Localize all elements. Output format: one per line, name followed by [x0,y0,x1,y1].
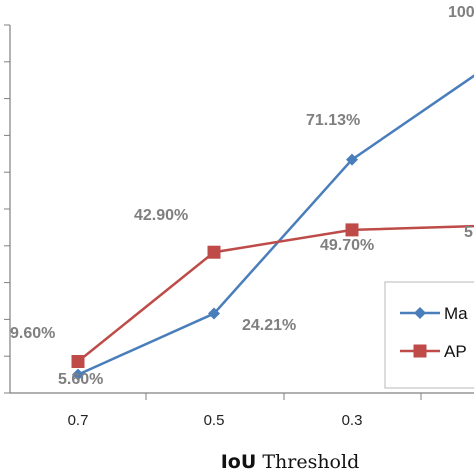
series-layer [71,74,474,381]
series-line-ma [77,74,474,376]
series-line-ap [77,224,474,363]
data-point-diamond [346,153,358,166]
axes [4,24,474,400]
data-label: 5 [464,224,473,241]
data-label: 71.13% [306,112,360,129]
x-axis-label-rest: Threshold [256,451,359,473]
legend-marker-diamond [414,307,426,319]
x-axis-label-bold: IoU [221,451,257,473]
data-label: 100% [448,4,474,21]
legend-marker-square [413,344,427,358]
data-point-diamond [72,368,84,381]
data-point-square [71,354,85,368]
data-point-square [207,245,221,259]
legend: Ma AP [384,281,474,389]
x-tick-label: 0.3 [342,412,363,429]
data-point-square [345,223,359,237]
data-label: 5.60% [58,371,103,388]
x-tick-labels: 0.70.50.30.1 [68,412,363,429]
x-tick-label: 0.5 [204,412,225,429]
legend-box [384,281,474,389]
legend-label: Ma [444,304,468,323]
data-label: 42.90% [134,207,188,224]
x-tick-label: 0.7 [68,412,89,429]
legend-label: AP [444,342,467,361]
data-label: 49.70% [320,237,374,254]
data-label: 24.21% [242,317,296,334]
x-axis-label: IoU Threshold [221,451,360,473]
data-labels: 5.60% 24.21% 71.13% 100% 9.60% 42.90% 49.70% 5 [10,4,474,388]
data-point-diamond [208,307,220,320]
data-label: 9.60% [10,325,55,342]
